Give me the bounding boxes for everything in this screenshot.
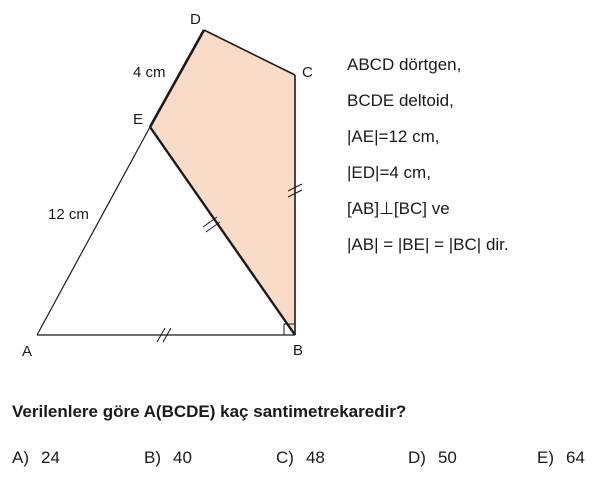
answer-option-d[interactable]: D) 50 [408, 448, 457, 468]
option-letter: A) [12, 448, 29, 467]
segment-ed [148, 29, 206, 128]
given-line: |ED|=4 cm, [347, 163, 431, 182]
option-value: 48 [305, 448, 325, 467]
option-letter: D) [408, 448, 426, 467]
point-label-e: E [133, 111, 143, 128]
answer-option-c[interactable]: C) 48 [276, 448, 325, 468]
option-letter: B) [144, 448, 161, 467]
point-label-a: A [22, 343, 32, 360]
given-line: ABCD dörtgen, [347, 55, 462, 74]
given-line: |AE|=12 cm, [347, 127, 440, 146]
tick-marks-ab [156, 327, 172, 343]
length-label-ae: 12 cm [48, 206, 89, 223]
point-label-c: C [302, 64, 313, 81]
option-value: 24 [41, 448, 60, 467]
option-value: 50 [437, 448, 457, 467]
given-line: |AB| = |BE| = |BC| dir. [347, 235, 509, 254]
segment-eb [149, 126, 296, 336]
option-letter: E) [537, 448, 554, 467]
point-label-d: D [190, 11, 201, 28]
segment-dc [203, 29, 296, 76]
question-text: Verilenlere göre A(BCDE) kaç santimetrek… [12, 402, 407, 421]
right-angle-mark [283, 323, 295, 335]
option-value: 40 [173, 448, 192, 467]
given-conditions: ABCD dörtgen, BCDE deltoid, |AE|=12 cm, … [347, 56, 509, 272]
point-label-b: B [293, 342, 303, 359]
tick-marks-cb [287, 183, 303, 198]
answer-option-a[interactable]: A) 24 [12, 448, 60, 468]
given-line: [AB]⊥[BC] ve [347, 199, 450, 218]
option-value: 64 [566, 448, 585, 467]
option-letter: C) [276, 448, 294, 467]
given-line: BCDE deltoid, [347, 91, 454, 110]
tick-marks-eb [202, 216, 221, 233]
segment-ae [36, 126, 151, 336]
answer-option-b[interactable]: B) 40 [144, 448, 192, 468]
geometry-figure: A B C D E 4 cm 12 cm [22, 11, 313, 360]
deltoid-bcde [150, 30, 295, 335]
length-label-ed: 4 cm [133, 64, 166, 81]
answer-option-e[interactable]: E) 64 [537, 448, 585, 468]
